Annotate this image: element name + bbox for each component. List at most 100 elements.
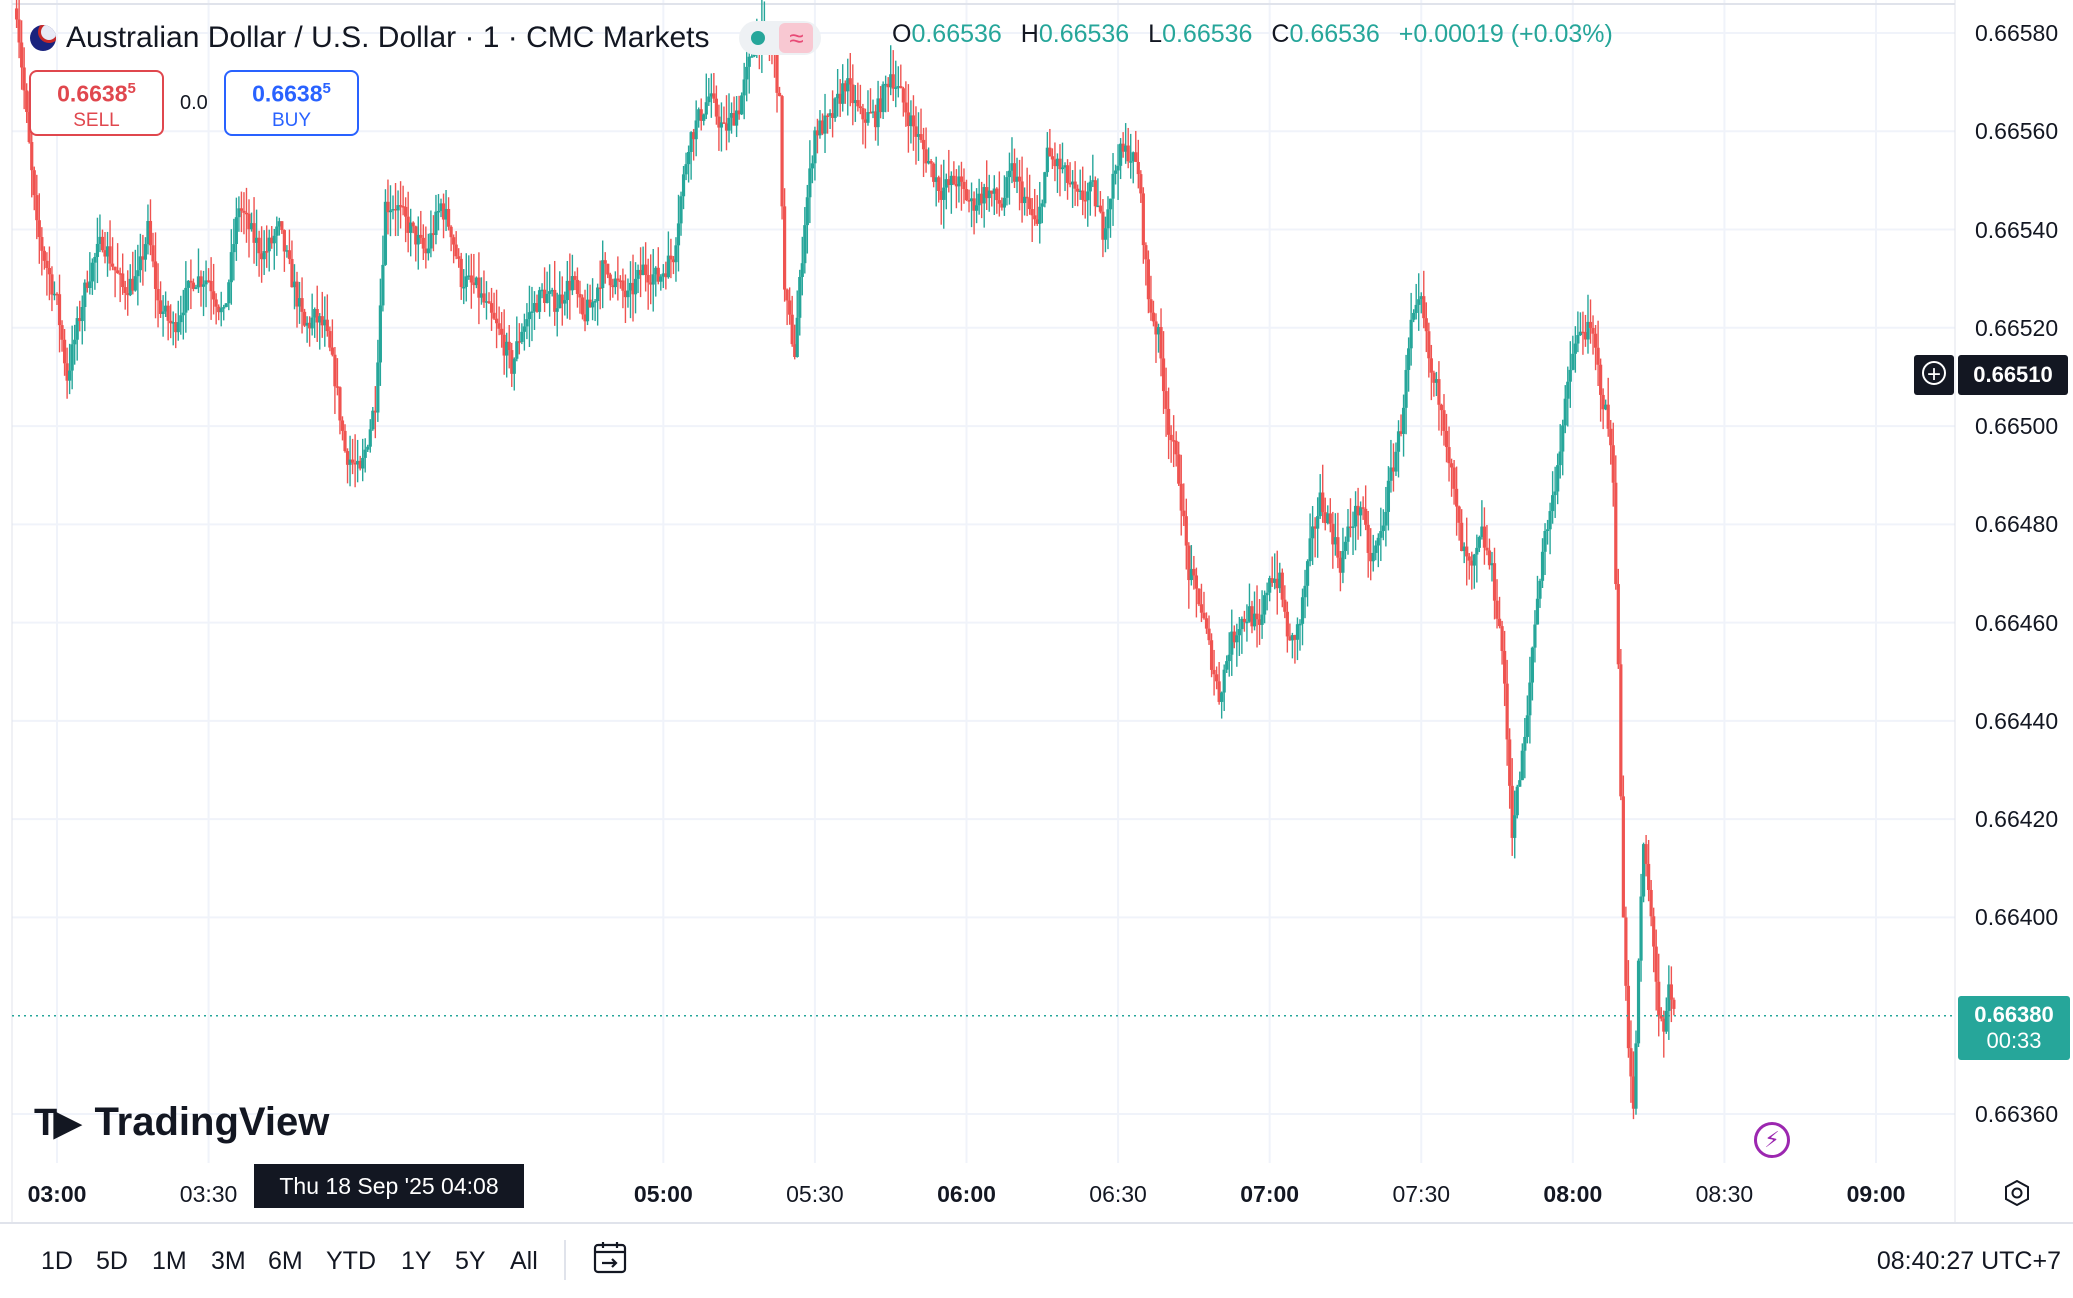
range-button-3m[interactable]: 3M [211,1247,246,1275]
utc-clock[interactable]: 08:40:27 UTC+7 [1876,1247,2061,1275]
low-label: L [1148,20,1163,48]
candle-body [1563,398,1567,426]
candle-body [78,318,82,322]
candle-body [1172,440,1176,442]
sell-button[interactable]: 0.66385 SELL [29,70,164,136]
symbol-header[interactable]: Australian Dollar / U.S. Dollar · 1 · CM… [30,12,822,64]
candle-body [1086,191,1090,201]
calendar-goto-icon[interactable] [592,1240,628,1276]
time-tick-label: 05:30 [786,1181,844,1207]
candle-body [750,56,754,58]
symbol-title[interactable]: Australian Dollar / U.S. Dollar · 1 · CM… [66,21,710,54]
candle-body [558,294,562,309]
range-button-1d[interactable]: 1D [41,1247,73,1275]
candle-body [969,198,974,202]
candle-body [217,306,221,313]
candle-body [22,67,26,91]
candle-body [861,108,865,120]
indicator-wave-icon[interactable]: ≈ [779,23,814,53]
candle-body [1108,198,1113,210]
candle-body [1260,614,1264,625]
candle-body [416,234,420,245]
candle-body [1129,161,1133,163]
range-button-6m[interactable]: 6M [268,1247,303,1275]
candle-body [1417,299,1421,305]
candle-body [967,200,971,202]
candle-body [573,276,577,280]
candle-body [1063,165,1067,168]
candle-body [1343,541,1348,551]
candle-body [411,222,415,227]
candle-body [1189,568,1193,581]
aud-usd-flag-icon [30,25,56,51]
candle-body [302,311,307,326]
range-button-1y[interactable]: 1Y [401,1247,432,1275]
candle-body [103,250,107,257]
candle-body [593,301,597,303]
candle-body [699,109,703,121]
candle-body [75,318,79,340]
candle-body [709,93,713,97]
candle-body [676,223,681,246]
candle-body [366,446,370,450]
candle-body [391,208,395,211]
candle-body [833,98,837,118]
candle-body [401,206,405,208]
candle-body [1151,312,1156,322]
candle-body [118,273,122,275]
price-chart[interactable] [0,0,2073,1222]
candle-body [1164,391,1168,409]
candle-body [1588,321,1593,328]
candle-body [1126,145,1130,162]
candle-body [831,113,835,118]
candle-body [1202,612,1206,619]
candle-body [1308,538,1312,562]
tradingview-logo-text: TradingView [94,1100,330,1144]
tradingview-logo[interactable]: T▶ TradingView [34,1100,329,1145]
candle-body [95,243,100,257]
candle-body [980,193,984,204]
range-button-5y[interactable]: 5Y [455,1247,486,1275]
candle-body [871,111,875,113]
candle-body [1518,780,1522,787]
candle-body [679,196,683,224]
last-price-value: 0.66380 [1974,1002,2054,1027]
candle-body [1275,578,1279,589]
buy-button[interactable]: 0.66385 BUY [224,70,359,136]
candle-body [1609,428,1613,446]
candle-body [426,248,430,254]
candle-body [1184,516,1188,546]
candle-body [164,305,168,312]
settings-gear-icon[interactable] [2004,1180,2030,1206]
time-tick-label: 07:30 [1392,1181,1451,1207]
candle-body [1583,332,1588,340]
candle-body [194,287,198,289]
candle-body [1528,682,1532,716]
candle-body [858,106,862,109]
candle-body [1187,545,1191,581]
candle-body [785,289,789,301]
range-button-ytd[interactable]: YTD [326,1247,376,1275]
candle-body [1404,369,1408,408]
candle-body [131,278,135,291]
range-button-5d[interactable]: 5D [96,1247,128,1275]
candle-body [454,244,458,257]
candle-body [338,387,342,421]
candle-body [1002,197,1006,208]
candle-body [1472,554,1476,566]
candle-body [724,123,729,131]
candle-body [899,86,903,89]
range-button-1m[interactable]: 1M [152,1247,187,1275]
candle-body [808,168,812,198]
candle-body [507,341,511,351]
range-button-all[interactable]: All [510,1247,538,1275]
candle-body [295,281,299,307]
candle-body [158,300,163,314]
high-value: 0.66536 [1038,20,1130,48]
candle-body [1106,209,1110,229]
lightning-icon[interactable]: ⚡ [1754,1122,1790,1158]
add-alert-button[interactable]: + [1914,355,1954,395]
market-status-pill[interactable]: ≈ [739,21,822,55]
candle-body [1035,219,1039,224]
candle-body [446,208,451,227]
